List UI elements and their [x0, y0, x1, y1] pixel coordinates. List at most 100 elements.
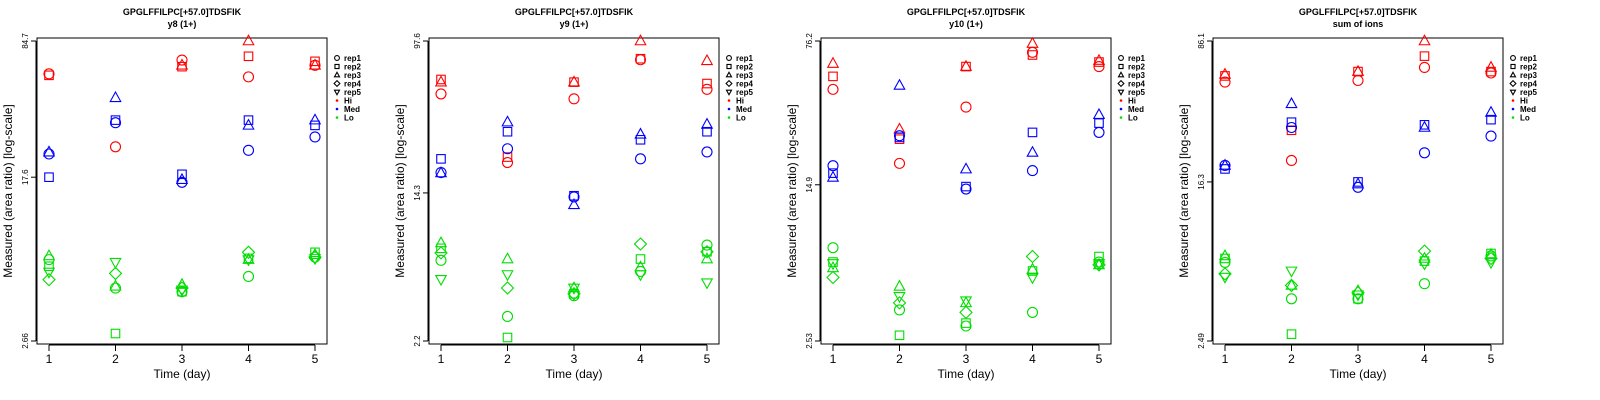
- data-point-hi-rep3: [308, 58, 322, 70]
- y-tick-label: 16.3: [1197, 174, 1206, 190]
- legend-label: rep3: [344, 71, 361, 80]
- data-point-med-rep1: [634, 153, 647, 165]
- x-tick-label: 4: [245, 352, 252, 366]
- y-tick-label: 84.7: [21, 33, 30, 49]
- data-point-med-rep3: [501, 115, 514, 127]
- data-point-lo-rep5: [1484, 258, 1498, 270]
- data-point-med-rep3: [700, 117, 714, 129]
- data-point-lo-rep5: [1351, 290, 1365, 302]
- legend-marker-rep3: [333, 71, 341, 78]
- data-point-lo-rep4: [959, 305, 973, 320]
- data-point-hi-rep3: [1418, 34, 1431, 46]
- x-tick-label: 3: [179, 352, 186, 366]
- data-point-lo-rep2: [894, 330, 905, 341]
- data-point-med-rep2: [177, 169, 187, 180]
- data-point-med-rep3: [109, 90, 122, 103]
- legend-label: Med: [736, 105, 752, 114]
- chart-title: GPGLFFILPC[+57.0]TDSFIK: [1299, 7, 1418, 17]
- data-point-lo-rep4: [1025, 249, 1040, 264]
- x-tick-label: 4: [1421, 352, 1428, 366]
- data-point-lo-rep2: [702, 246, 712, 257]
- data-point-lo-rep2: [961, 318, 971, 328]
- data-point-lo-rep5: [1285, 266, 1298, 278]
- data-point-med-rep2: [702, 126, 712, 137]
- data-point-lo-rep3: [893, 279, 906, 291]
- y-tick-label: 17.6: [21, 169, 30, 185]
- data-point-hi-rep2: [243, 51, 254, 62]
- x-tick-label: 4: [1029, 352, 1036, 366]
- legend-label: Hi: [344, 97, 352, 106]
- data-point-lo-rep1: [1285, 293, 1298, 305]
- plot-frame: [36, 37, 328, 345]
- data-point-lo-rep3: [959, 295, 973, 308]
- x-tick-label: 1: [1222, 352, 1229, 366]
- legend-label: rep5: [344, 88, 361, 97]
- data-point-hi-rep3: [1484, 60, 1498, 72]
- data-point-med-rep2: [828, 168, 838, 178]
- y-tick-label: 2.49: [1197, 333, 1206, 349]
- legend-marker-rep2: [334, 63, 340, 70]
- legend-dot-hi: [335, 99, 339, 102]
- data-point-lo-rep5: [959, 296, 973, 308]
- chart-title: GPGLFFILPC[+57.0]TDSFIK: [907, 7, 1026, 17]
- legend-dot-lo: [335, 116, 339, 119]
- y-tick-label: 86.1: [1197, 33, 1206, 49]
- legend-label: rep4: [1520, 80, 1537, 89]
- data-point-hi-rep3: [175, 58, 189, 70]
- legend-dot-med: [1119, 107, 1123, 111]
- legend-label: rep2: [736, 63, 753, 72]
- y-tick-label: 14.3: [413, 185, 422, 201]
- data-point-hi-rep1: [1485, 67, 1497, 79]
- data-point-lo-rep4: [633, 237, 648, 251]
- legend-marker-rep3: [1509, 71, 1517, 78]
- data-point-lo-rep3: [42, 249, 56, 261]
- legend-marker-rep1: [1510, 55, 1516, 61]
- legend-marker-rep5: [1117, 89, 1125, 96]
- data-point-lo-rep5: [700, 278, 714, 290]
- data-point-med-rep2: [1419, 120, 1430, 130]
- data-point-lo-rep4: [500, 281, 515, 295]
- data-point-lo-rep1: [109, 282, 122, 294]
- data-point-med-rep1: [1485, 130, 1497, 142]
- legend-dot-hi: [1511, 99, 1515, 102]
- data-point-med-rep1: [893, 130, 906, 142]
- legend-dot-lo: [1119, 116, 1123, 119]
- legend-marker-rep5: [1509, 89, 1517, 96]
- y-axis-label: Measured (area ratio) [log-scale]: [393, 104, 407, 277]
- x-tick-label: 5: [1096, 352, 1103, 366]
- legend-dot-lo: [1511, 116, 1515, 119]
- data-point-med-rep1: [43, 148, 55, 160]
- data-point-lo-rep2: [502, 332, 513, 343]
- legend-label: rep4: [344, 80, 361, 89]
- chart-panel-4: GPGLFFILPC[+57.0]TDSFIK sum of ions 1 2 3 4 5 T…: [1177, 7, 1537, 381]
- y-tick-label: 97.6: [413, 33, 422, 49]
- data-point-med-rep1: [960, 183, 972, 195]
- data-point-lo-rep3: [1484, 247, 1498, 260]
- legend-dot-hi: [727, 99, 731, 102]
- legend-marker-rep3: [725, 71, 733, 78]
- data-point-med-rep1: [109, 117, 122, 129]
- data-point-hi-rep3: [700, 53, 714, 66]
- legend-marker-rep2: [726, 63, 732, 70]
- legend-label: Med: [1128, 105, 1144, 114]
- data-point-lo-rep4: [1284, 278, 1299, 293]
- x-tick-label: 3: [1355, 352, 1362, 366]
- legend-label: rep1: [1128, 54, 1145, 63]
- data-point-med-rep1: [1093, 126, 1105, 138]
- data-point-hi-rep2: [635, 53, 646, 64]
- legend-marker-rep2: [1118, 63, 1124, 70]
- data-point-lo-rep5: [501, 270, 514, 282]
- data-point-med-rep2: [44, 172, 54, 183]
- legend-label: rep3: [736, 71, 753, 80]
- legend-label: rep2: [1128, 63, 1145, 72]
- chart-panel-1: GPGLFFILPC[+57.0]TDSFIK y8 (1+) 1 2 3 4 5 Time …: [1, 7, 361, 381]
- legend-label: rep5: [736, 88, 753, 97]
- data-point-med-rep3: [42, 145, 56, 157]
- x-axis-label: Time (day): [938, 367, 995, 381]
- data-point-lo-rep2: [1094, 251, 1104, 262]
- x-tick-label: 1: [46, 352, 53, 366]
- data-point-med-rep2: [1486, 114, 1496, 125]
